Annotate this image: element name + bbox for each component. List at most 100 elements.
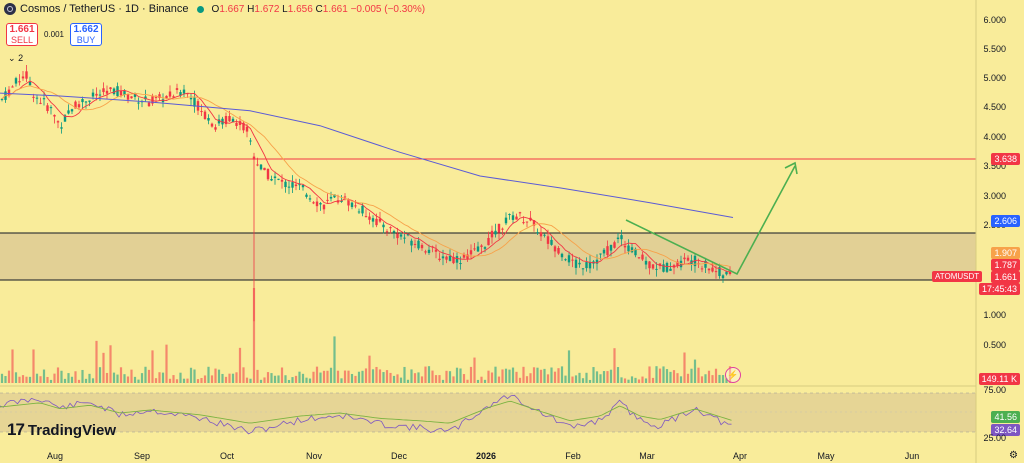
volume-bar	[623, 378, 627, 383]
volume-bar	[599, 374, 602, 383]
candle-body	[151, 96, 154, 104]
volume-bar	[214, 368, 217, 383]
volume-bar	[476, 379, 480, 383]
candle-body	[525, 221, 529, 223]
candle-body	[60, 127, 63, 129]
volume-bar	[609, 369, 613, 383]
candle-body	[546, 236, 550, 244]
candle-body	[711, 267, 714, 272]
volume-bar	[375, 366, 378, 383]
volume-bar	[389, 372, 392, 383]
volume-bar	[210, 375, 214, 383]
candle-body	[91, 92, 95, 97]
symbol-title[interactable]: Cosmos / TetherUS · 1D · Binance	[20, 3, 189, 15]
candle-body	[613, 242, 616, 248]
volume-bar	[459, 368, 462, 383]
buy-button[interactable]: 1.662 BUY	[70, 23, 102, 46]
candle-body	[42, 98, 46, 100]
last-price-tag: 1.661	[991, 271, 1020, 283]
candle-body	[522, 222, 525, 224]
candle-body	[144, 96, 147, 100]
ohlc-values: O1.667 H1.672 L1.656 C1.661 −0.005 (−0.3…	[211, 3, 426, 15]
volume-bar	[305, 377, 308, 383]
candle-body	[301, 185, 305, 188]
time-axis-label: Mar	[639, 451, 655, 461]
volume-bar	[60, 370, 63, 383]
volume-bar	[469, 366, 473, 383]
volume-bar	[28, 376, 32, 383]
candle-body	[585, 262, 588, 269]
candle-body	[252, 156, 256, 160]
volume-bar	[249, 378, 252, 383]
volume-bar	[105, 372, 109, 383]
volume-bar	[84, 378, 88, 383]
projection-arrow	[625, 165, 796, 276]
candle-body	[350, 202, 354, 208]
volume-bar	[634, 377, 637, 383]
candle-body	[504, 217, 508, 224]
volume-bar	[595, 371, 599, 383]
candle-body	[574, 259, 578, 268]
candle-body	[214, 127, 217, 130]
candle-body	[490, 230, 494, 238]
indicators-toggle[interactable]: ⌄ 2	[8, 53, 24, 63]
candle-body	[378, 218, 382, 222]
tradingview-logo[interactable]: 17 TradingView	[7, 420, 117, 439]
candle-body	[32, 96, 35, 98]
price-axis-label: 6.000	[983, 15, 1006, 25]
candle-body	[74, 101, 77, 109]
volume-bar	[266, 372, 270, 383]
volume-bar	[273, 375, 277, 383]
candle-body	[676, 261, 679, 267]
candle-body	[497, 223, 501, 233]
volume-bar	[431, 370, 434, 383]
volume-bar	[445, 370, 448, 383]
volume-bar	[539, 369, 543, 383]
candle-body	[95, 93, 98, 96]
candle-body	[637, 257, 641, 259]
time-axis-label: Nov	[305, 451, 323, 461]
volume-bar	[88, 373, 91, 383]
volume-bar	[655, 366, 658, 383]
volume-bar	[14, 372, 18, 383]
sell-button[interactable]: 1.661 SELL	[6, 23, 38, 46]
candle-body	[245, 126, 249, 132]
volume-bar	[410, 369, 413, 383]
volume-bar	[140, 373, 144, 383]
candle-body	[588, 261, 592, 269]
candle-body	[25, 71, 28, 79]
candle-body	[259, 164, 263, 170]
volume-bar	[319, 372, 322, 383]
candle-body	[228, 116, 231, 122]
candle-body	[385, 231, 389, 233]
volume-bar	[154, 378, 158, 383]
candle-body	[725, 271, 728, 275]
volume-bar	[651, 377, 655, 383]
trade-panel: 1.661 SELL 0.001 1.662 BUY	[6, 23, 102, 46]
volume-bar	[235, 372, 238, 383]
volume-bar	[77, 379, 81, 383]
candle-body	[242, 122, 245, 131]
candle-body	[305, 194, 308, 197]
volume-bar	[700, 376, 704, 383]
volume-bar	[665, 369, 669, 383]
candle-body	[231, 118, 235, 123]
candle-body	[165, 95, 168, 99]
candle-body	[557, 247, 560, 254]
candle-body	[102, 88, 105, 93]
candle-body	[641, 254, 644, 260]
price-axis-label: 4.000	[983, 132, 1006, 142]
price-axis-label: 0.500	[983, 340, 1006, 350]
volume-bar	[130, 369, 133, 383]
volume-bar	[448, 371, 452, 383]
ma-mid-line	[1, 85, 731, 267]
lightning-icon[interactable]: ⚡	[725, 367, 741, 383]
candle-body	[11, 86, 14, 88]
volume-bar	[396, 374, 399, 383]
volume-bar	[137, 379, 140, 383]
candle-body	[683, 257, 686, 260]
candle-body	[235, 122, 238, 126]
candle-body	[466, 254, 469, 260]
gear-icon[interactable]: ⚙	[1009, 450, 1018, 461]
